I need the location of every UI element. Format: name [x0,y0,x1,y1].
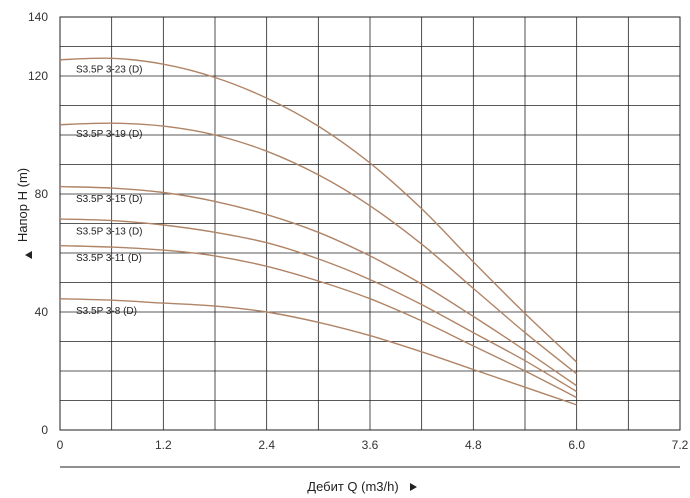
x-tick-label: 1.2 [155,438,172,452]
performance-curves [59,57,578,406]
series-line [59,185,578,387]
y-tick-label: 0 [41,423,48,437]
series-line [59,218,578,393]
x-axis-arrow-icon [410,483,417,491]
series-line [59,244,578,399]
y-tick-label: 140 [28,10,48,24]
x-tick-labels: 0 1.2 2.4 3.6 4.8 6.0 7.2 [57,438,689,452]
y-axis-title-group: Напор H (m) [15,168,32,259]
x-tick-label: 7.2 [672,438,689,452]
y-tick-label: 80 [35,187,49,201]
x-tick-label: 4.8 [465,438,482,452]
curve-labels: S3.5P 3-23 (D) S3.5P 3-19 (D) S3.5P 3-15 (… [76,64,143,317]
y-tick-label: 120 [28,69,48,83]
series-label: S3.5P 3-8 (D) [76,306,137,317]
series-line [59,57,578,363]
series-label: S3.5P 3-13 (D) [76,227,143,238]
series-line [59,122,578,375]
y-axis-title: Напор H (m) [15,168,30,242]
x-tick-label: 2.4 [258,438,275,452]
series-line [59,298,577,406]
series-label: S3.5P 3-19 (D) [76,129,143,140]
y-axis-arrow-icon [25,251,32,259]
series-label: S3.5P 3-11 (D) [76,253,142,264]
x-tick-label: 0 [57,438,64,452]
series-label: S3.5P 3-23 (D) [76,64,143,75]
x-tick-label: 6.0 [568,438,585,452]
y-tick-labels: 0 40 80 120 140 [28,10,48,437]
x-axis-title: Дебит Q (m3/h) [307,479,398,494]
series-label: S3.5P 3-15 (D) [76,194,143,205]
x-tick-label: 3.6 [362,438,379,452]
y-tick-label: 40 [35,305,49,319]
